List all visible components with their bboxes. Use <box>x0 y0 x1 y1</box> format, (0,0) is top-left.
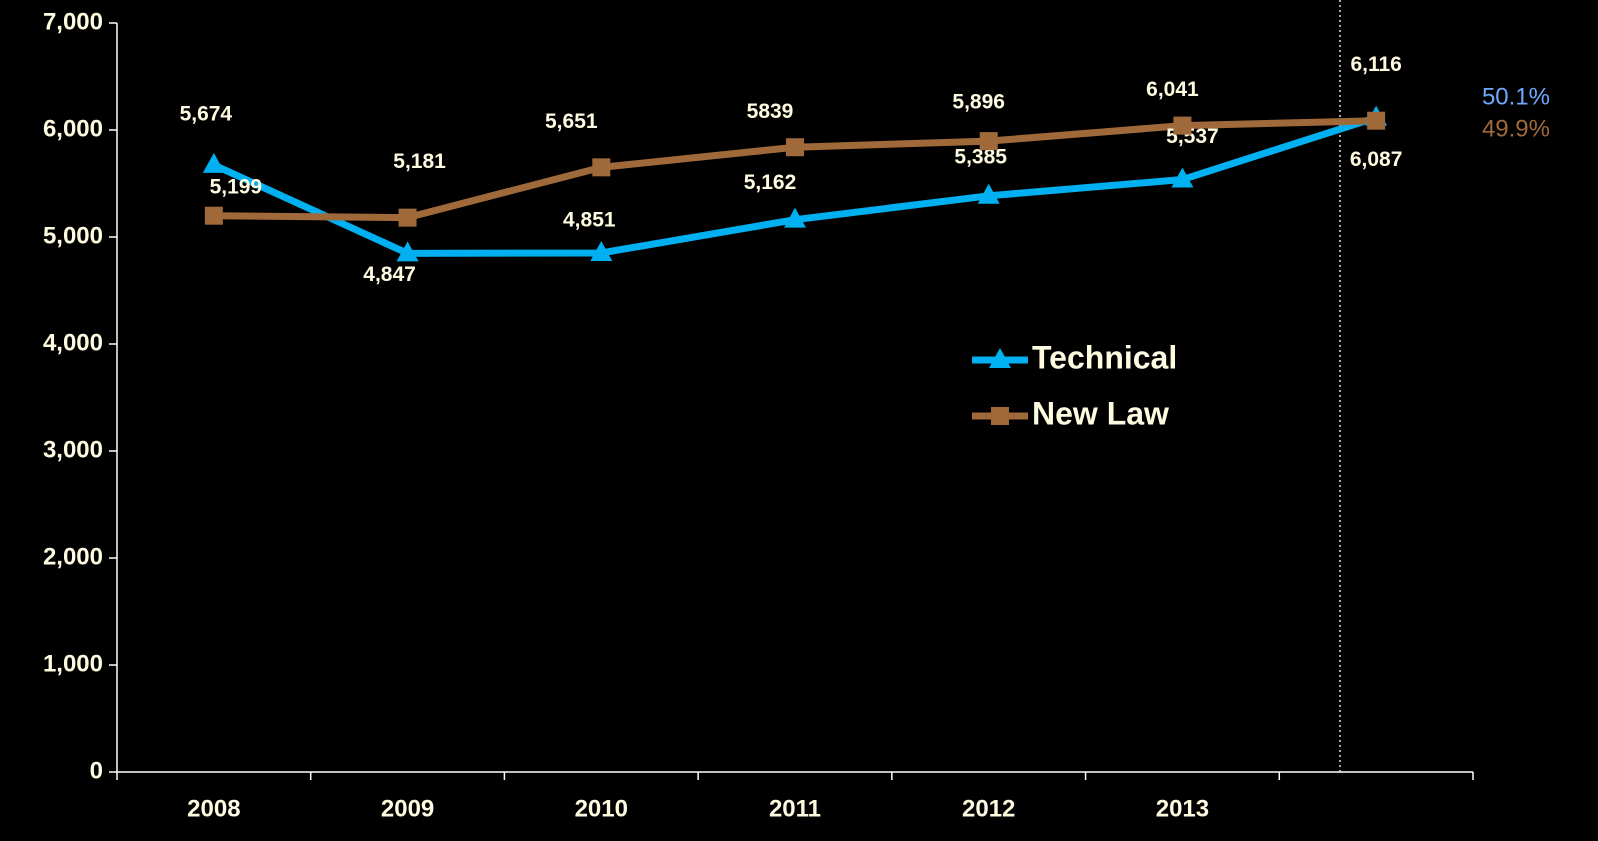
marker <box>592 158 611 177</box>
y-tick-label: 0 <box>90 757 103 784</box>
marker <box>784 207 806 228</box>
y-tick-label: 4,000 <box>43 329 103 356</box>
data-label: 4,847 <box>363 263 416 286</box>
marker <box>991 407 1009 425</box>
data-label: 5,181 <box>393 150 446 173</box>
data-label: 6,041 <box>1146 78 1199 101</box>
y-tick-label: 5,000 <box>43 222 103 249</box>
y-tick-label: 7,000 <box>43 8 103 35</box>
marker <box>1173 116 1192 135</box>
marker <box>989 348 1011 368</box>
y-tick-label: 6,000 <box>43 115 103 142</box>
data-label: 6,116 <box>1350 53 1401 76</box>
marker <box>977 183 1000 204</box>
data-label: 5,199 <box>210 175 263 198</box>
legend-label: New Law <box>1032 395 1169 431</box>
data-label: 5,896 <box>952 91 1005 114</box>
y-tick-label: 2,000 <box>43 543 103 570</box>
annotation: 49.9% <box>1482 115 1550 142</box>
x-tick-label: 2008 <box>187 795 240 822</box>
annotation: 50.1% <box>1482 83 1550 110</box>
marker <box>202 152 225 173</box>
legend-label: Technical <box>1032 339 1177 375</box>
marker <box>204 206 223 225</box>
data-label: 6,087 <box>1350 148 1403 171</box>
data-label: 4,851 <box>563 208 616 231</box>
marker <box>398 208 417 227</box>
data-label: 5,651 <box>545 110 598 133</box>
y-tick-label: 1,000 <box>43 650 103 677</box>
x-tick-label: 2011 <box>769 795 821 822</box>
x-tick-label: 2010 <box>575 795 628 822</box>
x-tick-label: 2013 <box>1156 795 1209 822</box>
data-label: 5,162 <box>744 171 797 194</box>
x-tick-label: 2009 <box>381 795 434 822</box>
data-label: 5,385 <box>954 145 1007 168</box>
marker <box>786 138 804 157</box>
marker <box>1171 167 1194 188</box>
data-label: 5839 <box>747 100 794 123</box>
marker <box>396 241 419 262</box>
y-tick-label: 3,000 <box>43 436 103 463</box>
marker <box>979 132 998 151</box>
data-label: 5,674 <box>180 102 233 125</box>
marker <box>1367 111 1386 130</box>
x-tick-label: 2012 <box>962 795 1015 822</box>
marker <box>590 240 613 261</box>
